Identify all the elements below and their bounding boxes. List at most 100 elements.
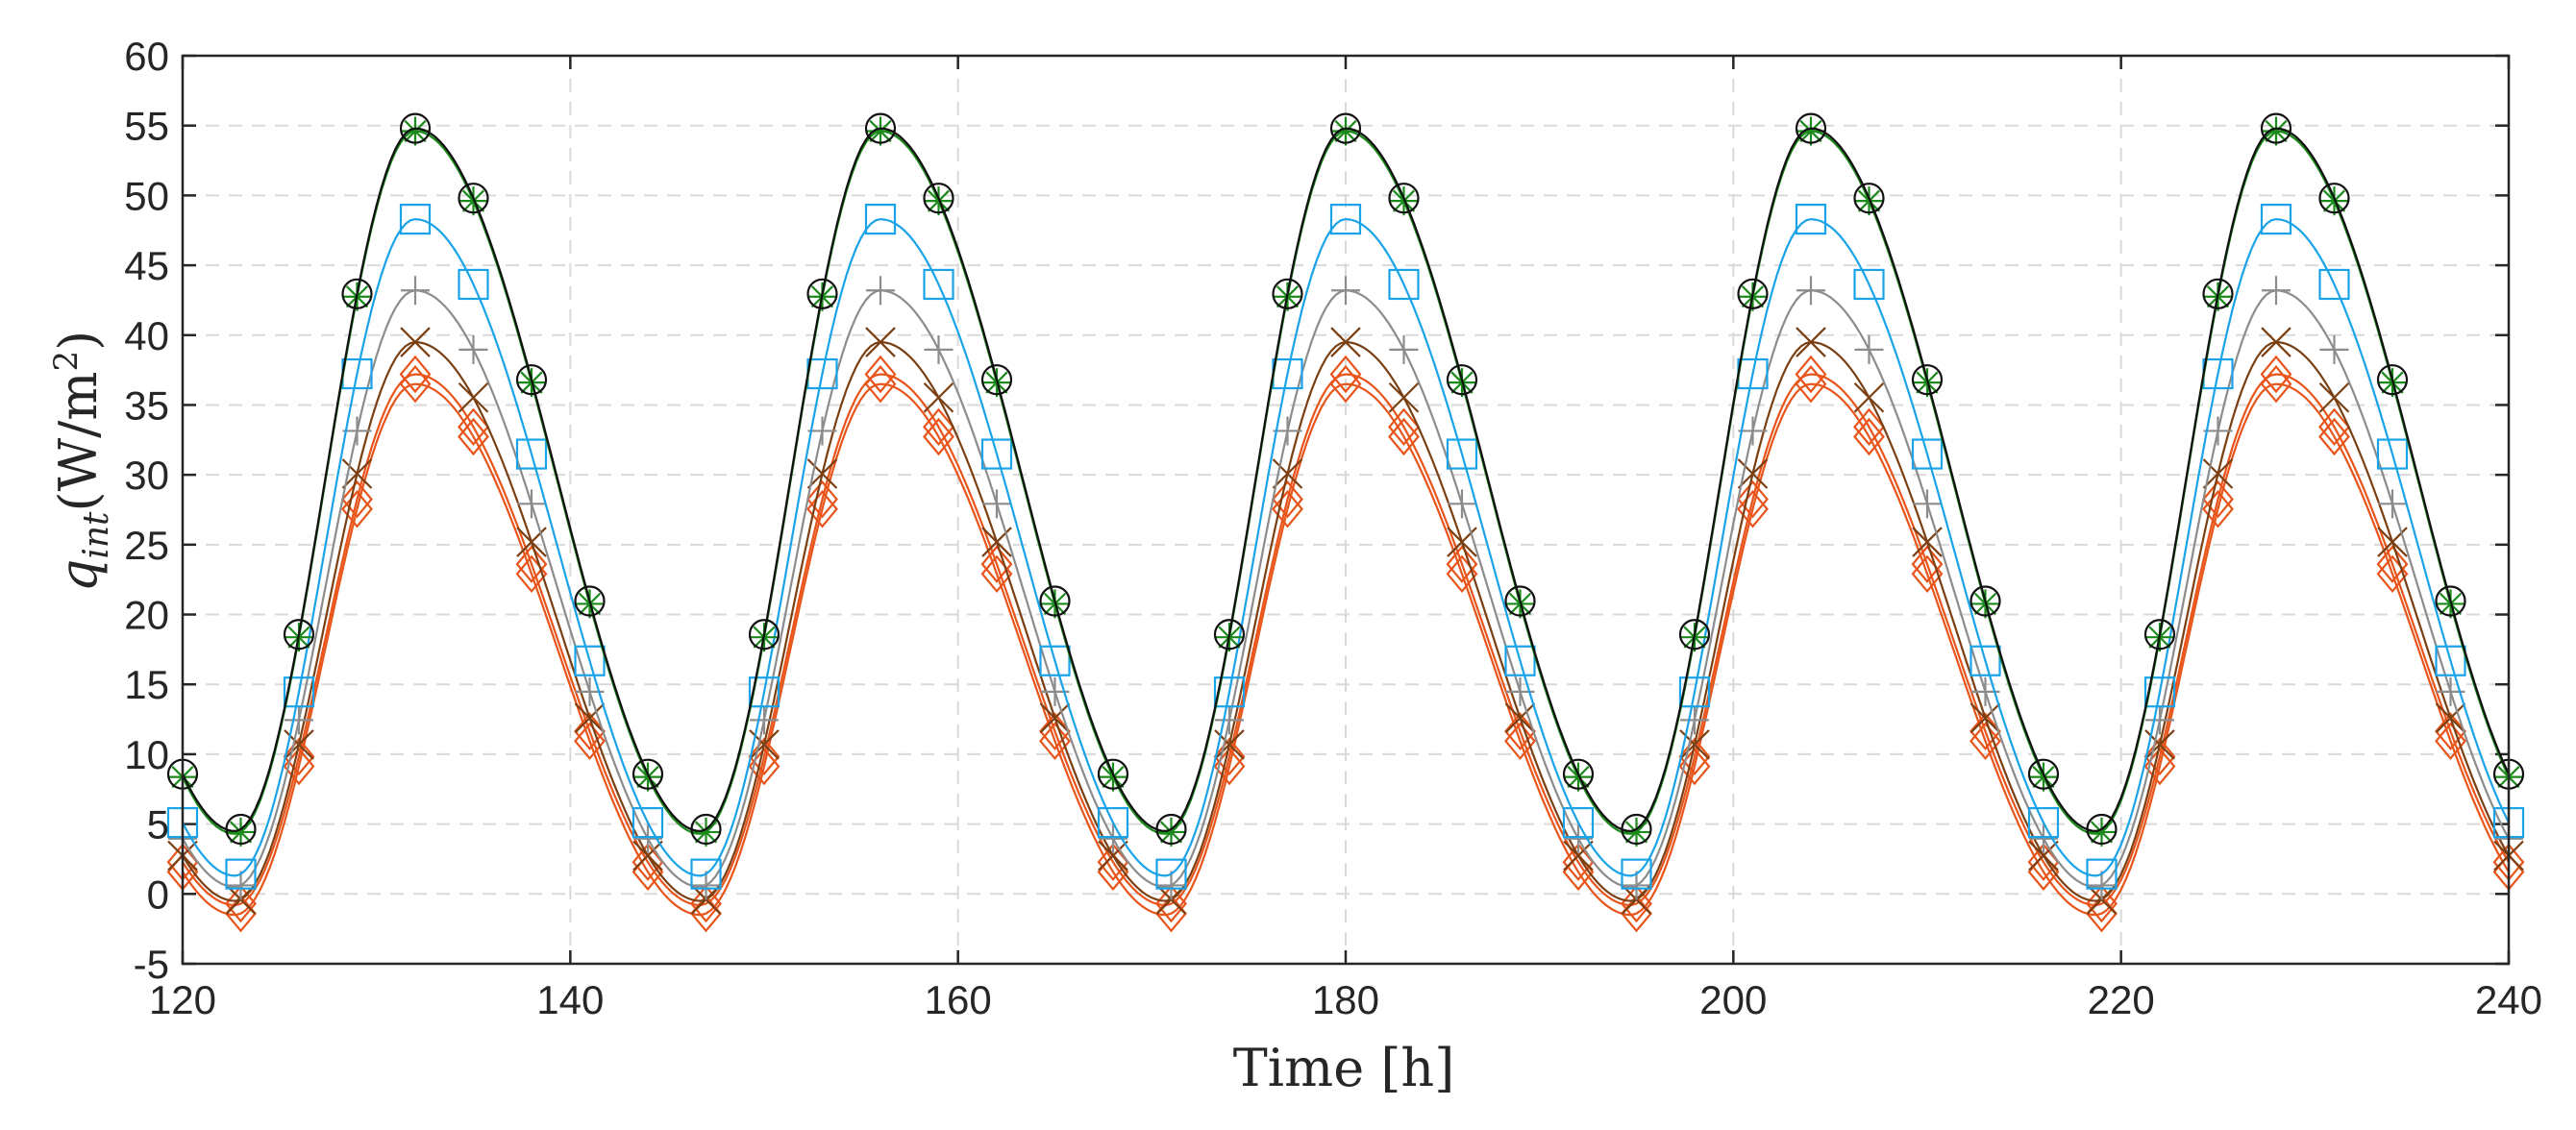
series-5-square-marker [923,268,954,301]
series-1-diamond-marker [1969,722,2001,761]
y-tick-label: 40 [124,313,169,358]
series-3-x-marker [1388,382,1420,413]
x-tick-label: 140 [536,977,604,1022]
series-4-plus-marker [1796,276,1825,306]
series-4-plus-marker [750,705,779,735]
series-5-square-marker [1911,438,1944,470]
svg-text:qint(W/m2): qint(W/m2) [47,331,116,592]
x-tick-labels: 120 140 160 180 200 220 240 [149,977,2542,1022]
series-3-x-marker [2318,382,2350,413]
series-2-diamond-line [182,373,2510,907]
series-layer [166,112,2525,933]
series-7-circle-marker [806,278,838,309]
series-7-circle-marker [923,183,954,214]
series-2-diamond-marker [1504,712,1536,750]
series-6-asterisk-marker [633,762,662,792]
series-5-square-marker [1795,204,1827,235]
series-4-plus-marker [633,823,662,853]
series-5-square-marker [2143,676,2176,708]
series-6-asterisk-marker [1854,186,1884,216]
series-4-plus-marker [982,489,1011,519]
series-1-diamond-marker [1504,722,1536,761]
series-4-plus-marker [458,334,488,364]
series-6-asterisk-marker [458,186,488,216]
series-2-diamond-marker [2143,737,2176,776]
y-axis-label-sup: 2 [47,351,86,372]
series-4-plus-marker [866,276,895,306]
series-5-square [166,204,2525,890]
y-tick-labels: -5 0 5 10 15 20 25 30 35 40 45 50 55 60 [124,34,169,987]
y-tick-label: 10 [124,732,169,777]
series-6-asterisk-marker [1796,116,1825,146]
series-6-asterisk-marker [2319,186,2349,216]
series-2-diamond-marker [1911,545,1944,583]
series-1-diamond-marker [2202,490,2234,528]
series-6-asterisk-marker [1099,762,1127,792]
series-4-plus-marker [1738,416,1768,446]
series-5-square-marker [1329,204,1362,235]
series-3-x-marker [923,382,954,413]
series-5-square-marker [2376,438,2409,470]
series-3-x-marker [865,327,896,357]
series-2-diamond-marker [1329,355,1362,394]
series-3-x-marker [1447,527,1477,557]
series-7-circle-marker [2376,364,2409,396]
series-7-circle-marker [1737,278,1769,309]
series-6-asterisk-marker [1389,186,1419,216]
series-7-circle-marker [1504,585,1536,617]
series-7-circle-line [182,127,2511,832]
x-tick-label: 180 [1312,977,1379,1022]
series-2-diamond-marker [2027,843,2060,881]
series-1-diamond-marker [2318,417,2350,456]
series-2-diamond-marker [2086,884,2118,923]
series-2-diamond-marker [1737,479,1769,519]
series-6-asterisk-marker [1331,116,1360,146]
series-5-square-marker [225,858,257,890]
series-3-x-marker [2028,840,2059,872]
series-4-plus-marker [2029,823,2058,853]
y-axis-label-base: q [48,559,109,593]
series-7-circle-marker [1562,758,1595,790]
series-2-diamond-marker [458,407,489,447]
series-5-square-marker [399,204,432,235]
series-6-asterisk-marker [924,186,954,216]
series-4-plus-marker [2145,705,2174,735]
series-3-x-marker [806,458,838,489]
series-7-circle-marker [1388,183,1420,214]
series-7-circle-marker [2435,585,2466,617]
series-2-diamond-marker [2202,479,2234,519]
series-4-plus-marker [1156,871,1186,900]
series-2-diamond-marker [1621,884,1652,923]
series-4-plus-marker [1680,705,1709,735]
x-axis-label: Time [h] [1233,1038,1455,1098]
series-3-x-marker [1796,327,1826,357]
x-tick-label: 200 [1699,977,1767,1022]
series-6-asterisk-marker [691,817,721,847]
series-2-diamond-marker [1155,884,1187,923]
series-2-diamond-marker [748,737,780,776]
series-2-diamond-marker [1446,545,1478,583]
series-2-diamond-marker [690,884,722,923]
series-3-x-marker [1563,840,1594,872]
series-3-x-marker [1330,327,1361,357]
series-3-x-marker [1039,702,1071,734]
series-4-plus-marker [2087,871,2117,900]
series-3-x-marker [1737,458,1769,489]
series-4-plus-marker [1389,334,1419,364]
series-1-diamond-marker [574,722,606,761]
series-4-plus-marker [691,871,721,900]
series-7-circle-marker [2202,278,2234,309]
series-2-diamond-marker [1853,407,1885,447]
series-2-diamond-marker [864,355,897,394]
series-6-asterisk-marker [1564,762,1593,792]
series-4-plus-marker [285,705,313,735]
series-5-square-marker [690,858,722,890]
series-5-square-marker [515,438,548,470]
series-7-circle-marker [1621,813,1652,846]
series-6-asterisk-marker [2029,762,2058,792]
series-5-square-marker [632,806,664,839]
series-6-asterisk-marker [1622,817,1651,847]
series-2-diamond-marker [1795,355,1827,394]
series-2-diamond-marker [1562,843,1595,881]
series-7-circle-marker [2027,758,2060,790]
